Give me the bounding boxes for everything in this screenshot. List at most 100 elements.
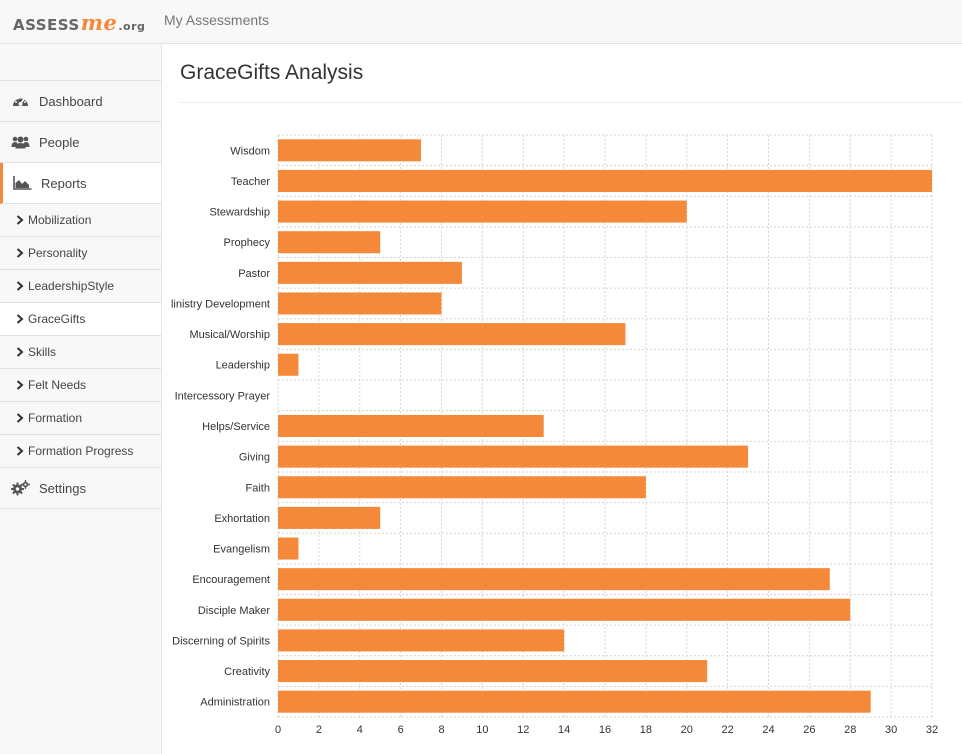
x-tick-label: 8 — [438, 724, 444, 736]
chevron-right-icon — [16, 445, 26, 457]
sidebar-subitem-label: Skills — [28, 345, 57, 359]
sidebar-item-label: People — [39, 134, 80, 150]
x-tick-label: 4 — [357, 724, 363, 736]
chevron-right-icon — [16, 280, 26, 292]
assessme-logo[interactable]: ASSESS me .org — [13, 10, 146, 35]
sidebar-subitem-label: Formation Progress — [28, 444, 134, 458]
category-label: Giving — [239, 452, 270, 464]
page-title: GraceGifts Analysis — [180, 61, 364, 84]
sidebar-item-dashboard[interactable]: Dashboard — [0, 81, 161, 122]
sidebar-subitem-personality[interactable]: Personality — [0, 237, 161, 270]
bar — [278, 323, 626, 346]
bar — [278, 660, 708, 683]
sidebar-item-settings[interactable]: Settings — [0, 468, 161, 509]
sidebar-item-label: Reports — [41, 175, 87, 191]
category-label: Stewardship — [209, 207, 270, 219]
sidebar-item-people[interactable]: People — [0, 122, 161, 163]
bar — [278, 445, 749, 468]
x-tick-label: 22 — [722, 724, 734, 736]
area-chart-icon — [12, 175, 32, 191]
category-label: Faith — [246, 482, 270, 494]
chevron-right-icon — [16, 313, 26, 325]
sidebar-subitem-mobilization[interactable]: Mobilization — [0, 204, 161, 237]
users-icon — [10, 134, 30, 150]
bar — [278, 537, 299, 560]
category-label: Exhortation — [214, 513, 270, 525]
bar — [278, 568, 830, 591]
bar — [278, 169, 932, 192]
x-tick-label: 2 — [316, 724, 322, 736]
bar — [278, 353, 299, 376]
chevron-right-icon — [16, 346, 26, 358]
category-label: Discerning of Spirits — [172, 635, 270, 647]
gracegifts-bar-chart: Wisdom Teacher Stewardship Prophecy Pastor li… — [171, 134, 938, 736]
bar — [278, 476, 646, 499]
sidebar-item-label: Dashboard — [39, 93, 103, 109]
category-label: Pastor — [238, 268, 270, 280]
logo-text-me: me — [80, 10, 118, 35]
sidebar-subitem-label: Mobilization — [28, 213, 92, 227]
category-label: Prophecy — [224, 237, 271, 249]
logo-text-org: .org — [118, 20, 146, 33]
sidebar: Dashboard People Reports Mobilization — [0, 44, 162, 754]
sidebar-spacer — [0, 44, 161, 81]
category-label: Evangelism — [213, 544, 270, 556]
top-navbar: ASSESS me .org My Assessments — [0, 0, 962, 44]
chevron-right-icon — [16, 412, 26, 424]
sidebar-subitem-label: Felt Needs — [28, 378, 87, 392]
category-label: Creativity — [224, 666, 270, 678]
dashboard-icon — [10, 93, 30, 109]
sidebar-subitem-label: Formation — [28, 411, 83, 425]
x-tick-label: 12 — [517, 724, 529, 736]
bar — [278, 506, 381, 529]
x-tick-label: 30 — [885, 724, 897, 736]
category-label: Teacher — [231, 176, 270, 188]
category-label: Disciple Maker — [198, 605, 270, 617]
x-tick-label: 16 — [599, 724, 611, 736]
sidebar-subitem-label: Personality — [28, 246, 88, 260]
bar — [278, 598, 851, 621]
bar — [278, 292, 442, 315]
category-label: Encouragement — [192, 574, 270, 586]
x-tick-label: 6 — [398, 724, 404, 736]
bar — [278, 690, 871, 713]
x-tick-label: 28 — [844, 724, 856, 736]
chevron-right-icon — [16, 247, 26, 259]
category-label: Administration — [200, 697, 270, 709]
my-assessments-link[interactable]: My Assessments — [164, 12, 270, 28]
sidebar-subitem-label: GraceGifts — [28, 312, 86, 326]
category-label: linistry Development — [171, 298, 270, 310]
sidebar-item-label: Settings — [39, 480, 86, 496]
x-tick-label: 18 — [640, 724, 652, 736]
x-tick-label: 0 — [275, 724, 281, 736]
sidebar-subitem-felt-needs[interactable]: Felt Needs — [0, 369, 161, 402]
sidebar-subitem-gracegifts[interactable]: GraceGifts — [0, 303, 161, 336]
x-tick-label: 10 — [476, 724, 488, 736]
x-tick-label: 26 — [803, 724, 815, 736]
title-divider — [179, 102, 962, 103]
bar — [278, 261, 462, 284]
category-label: Leadership — [216, 360, 270, 372]
sidebar-item-reports[interactable]: Reports — [0, 163, 161, 204]
sidebar-subitem-leadershipstyle[interactable]: LeadershipStyle — [0, 270, 161, 303]
sidebar-subitem-label: LeadershipStyle — [28, 279, 115, 293]
sidebar-subitem-formation[interactable]: Formation — [0, 402, 161, 435]
x-tick-label: 24 — [762, 724, 774, 736]
gears-icon — [10, 480, 30, 496]
x-tick-label: 20 — [681, 724, 693, 736]
category-label: Intercessory Prayer — [175, 390, 271, 402]
sidebar-subitem-skills[interactable]: Skills — [0, 336, 161, 369]
bar — [278, 200, 687, 223]
x-tick-label: 32 — [926, 724, 938, 736]
chevron-right-icon — [16, 379, 26, 391]
logo-text-assess: ASSESS — [13, 16, 80, 34]
bar — [278, 629, 565, 652]
sidebar-subitem-formation-progress[interactable]: Formation Progress — [0, 435, 161, 468]
category-label: Musical/Worship — [190, 329, 271, 341]
bar — [278, 139, 422, 162]
bar — [278, 414, 544, 438]
chevron-right-icon — [16, 214, 26, 226]
bar — [278, 231, 381, 254]
x-tick-label: 14 — [558, 724, 570, 736]
category-label: Wisdom — [230, 145, 270, 157]
